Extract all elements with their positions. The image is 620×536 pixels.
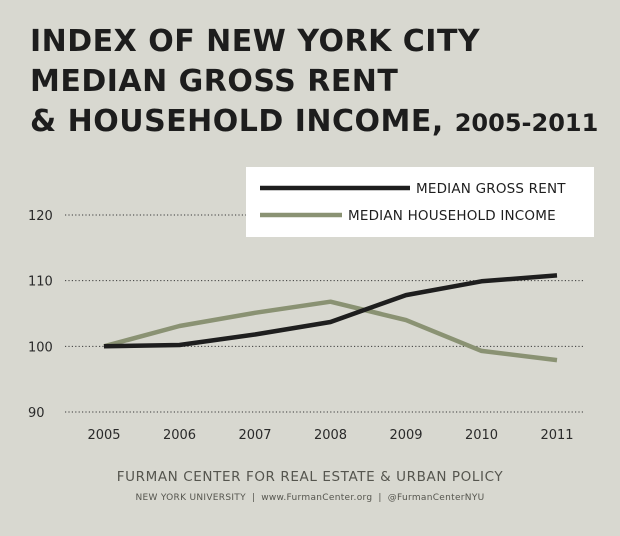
x-tick-label: 2009 xyxy=(389,428,422,443)
y-tick-label: 100 xyxy=(28,340,53,355)
x-tick-label: 2007 xyxy=(238,428,271,443)
title-year-range: 2005-2011 xyxy=(454,109,599,137)
footer-credits: NEW YORK UNIVERSITY | www.FurmanCenter.org… xyxy=(0,493,620,503)
x-tick-label: 2011 xyxy=(540,428,573,443)
series-line-median-household-income xyxy=(103,299,558,363)
legend xyxy=(246,167,594,237)
x-tick-label: 2008 xyxy=(314,428,347,443)
x-tick-label: 2005 xyxy=(87,428,120,443)
y-tick-label: 120 xyxy=(28,209,53,224)
y-tick-label: 110 xyxy=(28,275,53,290)
legend-label: MEDIAN HOUSEHOLD INCOME xyxy=(348,208,556,224)
footer-website: www.FurmanCenter.org xyxy=(261,493,373,503)
title-line-1: INDEX OF NEW YORK CITY xyxy=(30,24,481,59)
title-line-2: MEDIAN GROSS RENT xyxy=(30,64,399,99)
chart-title: INDEX OF NEW YORK CITY MEDIAN GROSS RENT… xyxy=(30,22,610,143)
footer-university: NEW YORK UNIVERSITY xyxy=(135,493,246,503)
footer-separator: | xyxy=(378,493,382,503)
legend-label: MEDIAN GROSS RENT xyxy=(416,181,566,197)
title-line-3: & HOUSEHOLD INCOME, 2005-2011 xyxy=(30,102,610,143)
footer-handle: @FurmanCenterNYU xyxy=(387,493,485,503)
x-tick-label: 2010 xyxy=(465,428,498,443)
series-line-median-gross-rent xyxy=(103,273,558,349)
title-line-3-text: & HOUSEHOLD INCOME, xyxy=(30,104,455,139)
footer-organization: FURMAN CENTER FOR REAL ESTATE & URBAN PO… xyxy=(116,469,504,485)
y-tick-label: 90 xyxy=(28,406,45,421)
footer-separator: | xyxy=(251,493,256,503)
x-tick-label: 2006 xyxy=(163,428,196,443)
